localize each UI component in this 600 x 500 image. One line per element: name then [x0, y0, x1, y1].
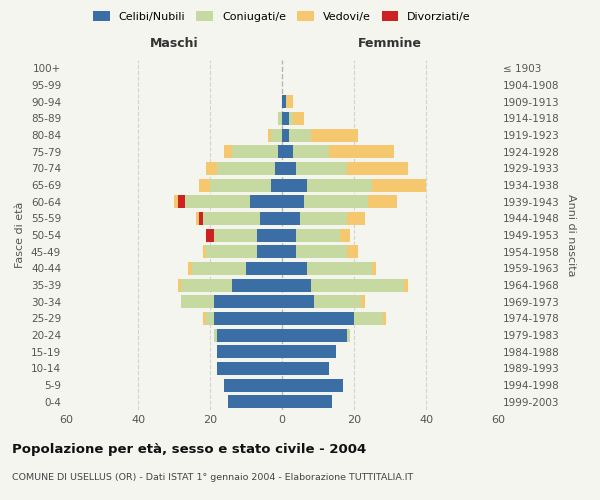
- Bar: [271, 178, 282, 192]
- Bar: [282, 378, 343, 392]
- Text: Maschi: Maschi: [149, 37, 199, 50]
- Bar: [206, 245, 257, 258]
- Y-axis label: Anni di nascita: Anni di nascita: [566, 194, 576, 276]
- Bar: [282, 278, 311, 291]
- Bar: [278, 145, 282, 158]
- Bar: [282, 228, 296, 241]
- Bar: [282, 328, 347, 342]
- Bar: [185, 195, 250, 208]
- Bar: [181, 278, 232, 291]
- Bar: [257, 228, 282, 241]
- Bar: [192, 262, 246, 275]
- Bar: [206, 228, 214, 241]
- Bar: [174, 195, 178, 208]
- Text: Popolazione per età, sesso e stato civile - 2004: Popolazione per età, sesso e stato civil…: [12, 442, 366, 456]
- Bar: [347, 328, 350, 342]
- Bar: [217, 162, 275, 175]
- Text: Femmine: Femmine: [358, 37, 422, 50]
- Bar: [217, 362, 282, 375]
- Bar: [178, 195, 185, 208]
- Bar: [289, 128, 311, 141]
- Bar: [232, 145, 278, 158]
- Bar: [282, 212, 300, 225]
- Bar: [282, 362, 329, 375]
- Bar: [224, 145, 232, 158]
- Bar: [296, 228, 340, 241]
- Bar: [268, 128, 271, 141]
- Bar: [188, 262, 192, 275]
- Bar: [282, 345, 336, 358]
- Bar: [282, 95, 286, 108]
- Bar: [307, 178, 372, 192]
- Bar: [271, 128, 282, 141]
- Bar: [250, 195, 282, 208]
- Bar: [404, 278, 408, 291]
- Bar: [347, 162, 408, 175]
- Bar: [282, 295, 314, 308]
- Bar: [246, 262, 282, 275]
- Bar: [224, 378, 282, 392]
- Bar: [282, 162, 296, 175]
- Bar: [282, 245, 296, 258]
- Bar: [347, 245, 358, 258]
- Y-axis label: Fasce di età: Fasce di età: [16, 202, 25, 268]
- Bar: [340, 228, 350, 241]
- Bar: [293, 112, 304, 125]
- Bar: [383, 312, 386, 325]
- Bar: [296, 245, 347, 258]
- Bar: [181, 295, 214, 308]
- Bar: [296, 162, 347, 175]
- Bar: [286, 95, 293, 108]
- Bar: [199, 212, 203, 225]
- Bar: [217, 328, 282, 342]
- Text: COMUNE DI USELLUS (OR) - Dati ISTAT 1° gennaio 2004 - Elaborazione TUTTITALIA.IT: COMUNE DI USELLUS (OR) - Dati ISTAT 1° g…: [12, 472, 413, 482]
- Bar: [210, 178, 271, 192]
- Bar: [203, 212, 260, 225]
- Bar: [278, 112, 282, 125]
- Bar: [178, 278, 181, 291]
- Bar: [217, 345, 282, 358]
- Bar: [214, 295, 282, 308]
- Bar: [196, 212, 199, 225]
- Bar: [304, 195, 368, 208]
- Bar: [368, 195, 397, 208]
- Bar: [347, 212, 365, 225]
- Bar: [300, 212, 347, 225]
- Bar: [329, 145, 394, 158]
- Bar: [311, 128, 358, 141]
- Bar: [203, 312, 206, 325]
- Bar: [214, 312, 282, 325]
- Bar: [206, 312, 214, 325]
- Bar: [260, 212, 282, 225]
- Bar: [282, 195, 304, 208]
- Bar: [372, 178, 426, 192]
- Bar: [282, 145, 293, 158]
- Bar: [361, 295, 365, 308]
- Bar: [199, 178, 210, 192]
- Legend: Celibi/Nubili, Coniugati/e, Vedovi/e, Divorziati/e: Celibi/Nubili, Coniugati/e, Vedovi/e, Di…: [90, 8, 474, 25]
- Bar: [307, 262, 372, 275]
- Bar: [314, 295, 361, 308]
- Bar: [293, 145, 329, 158]
- Bar: [282, 395, 332, 408]
- Bar: [289, 112, 293, 125]
- Bar: [232, 278, 282, 291]
- Bar: [275, 162, 282, 175]
- Bar: [282, 312, 354, 325]
- Bar: [214, 328, 217, 342]
- Bar: [257, 245, 282, 258]
- Bar: [206, 162, 217, 175]
- Bar: [214, 228, 257, 241]
- Bar: [311, 278, 404, 291]
- Bar: [282, 112, 289, 125]
- Bar: [203, 245, 206, 258]
- Bar: [228, 395, 282, 408]
- Bar: [354, 312, 383, 325]
- Bar: [372, 262, 376, 275]
- Bar: [282, 178, 307, 192]
- Bar: [282, 262, 307, 275]
- Bar: [282, 128, 289, 141]
